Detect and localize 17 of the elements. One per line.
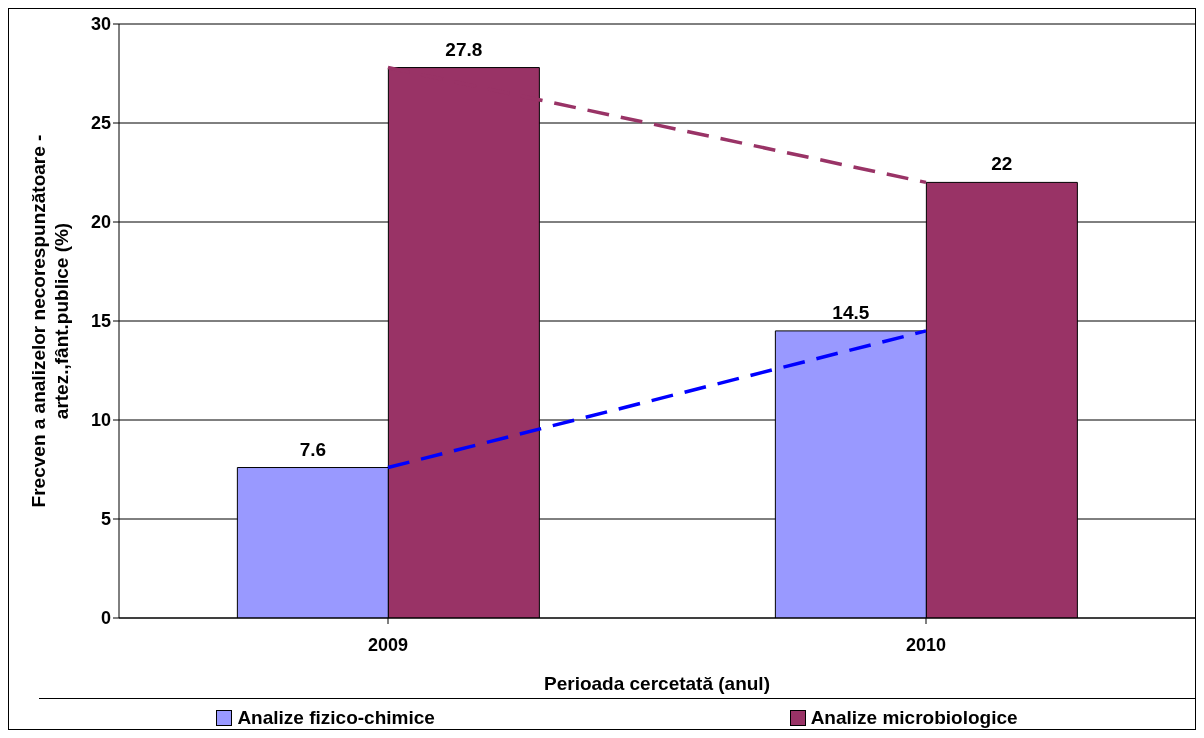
legend-label: Analize fizico-chimice — [236, 707, 435, 729]
y-tick-label: 5 — [100, 509, 111, 530]
y-tick-label: 0 — [100, 608, 111, 629]
y-tick-label: 15 — [90, 311, 111, 332]
data-label: 14.5 — [832, 301, 870, 323]
y-tick-label: 20 — [90, 212, 111, 233]
y-tick-label: 10 — [90, 410, 111, 431]
y-tick-label: 25 — [90, 113, 111, 134]
data-label: 7.6 — [299, 438, 327, 460]
data-label: 27.8 — [445, 38, 483, 60]
y-axis-title: Frecven a analizelor necorespunzătoare - artez.,fânt.publice (%) — [28, 134, 72, 508]
x-axis-title: Perioada cercetată (anul) — [544, 673, 770, 694]
x-tick-label: 2010 — [905, 634, 947, 655]
x-tick-label: 2009 — [367, 634, 409, 655]
data-label: 22 — [991, 153, 1013, 175]
legend-label: Analize microbiologice — [809, 707, 1018, 729]
y-tick-label: 30 — [90, 14, 111, 35]
